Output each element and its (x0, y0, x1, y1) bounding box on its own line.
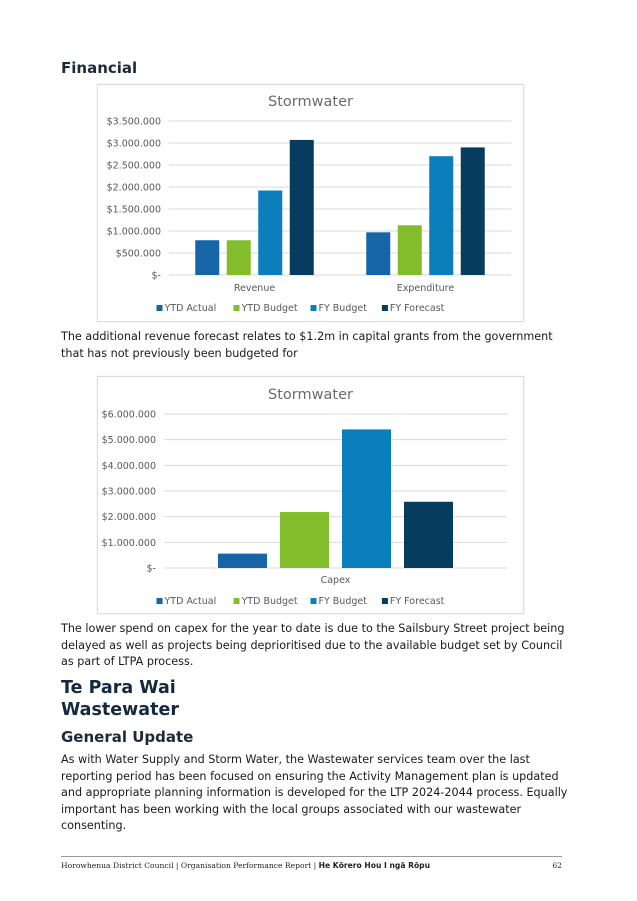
y-tick-label: $500.000 (116, 249, 161, 260)
y-tick-label: $5.000.000 (102, 435, 156, 446)
page-number: 62 (552, 861, 562, 870)
legend-swatch (233, 598, 240, 604)
legend-label: YTD Budget (241, 596, 298, 607)
y-tick-label: $- (147, 564, 156, 575)
legend-label: FY Budget (319, 596, 368, 607)
category-label: Expenditure (397, 283, 455, 294)
capex-note: The lower spend on capex for the year to… (61, 622, 565, 668)
general-update-text: As with Water Supply and Storm Water, th… (61, 753, 568, 832)
bar (280, 512, 329, 568)
y-tick-label: $2.000.000 (107, 183, 161, 194)
chart-title: Stormwater (268, 387, 353, 403)
revenue-expenditure-chart: Stormwater $- $500.000 $1.000.000 $1.500.000… (97, 84, 524, 322)
bar (397, 225, 422, 275)
category-label: Revenue (234, 283, 276, 294)
y-tick-label: $3.000.000 (102, 487, 156, 498)
footer-org: Horowhenua District Council | Organisati… (61, 861, 319, 870)
heading-english: Wastewater (61, 700, 179, 720)
capex-chart-svg: Stormwater $- $1.000.000 $2.000.000 $3.000.0… (102, 387, 507, 607)
bar (460, 147, 485, 275)
heading-maori: Te Para Wai (61, 678, 176, 698)
legend-label: YTD Actual (164, 596, 217, 607)
y-tick-label: $3.500.000 (107, 117, 161, 128)
legend-swatch (310, 598, 317, 604)
legend-swatch (381, 305, 388, 311)
bar (429, 156, 454, 275)
footer-divider (61, 856, 562, 857)
legend-label: FY Budget (319, 303, 368, 314)
legend-swatch (233, 305, 240, 311)
y-tick-label: $6.000.000 (102, 410, 156, 421)
wastewater-heading: Te Para Wai Wastewater (61, 677, 179, 721)
y-tick-label: $1.000.000 (102, 538, 156, 549)
bar (258, 190, 283, 275)
chart-title: Stormwater (268, 94, 353, 110)
category-label: Capex (321, 575, 351, 586)
section-heading-financial: Financial (61, 59, 138, 77)
legend-label: YTD Budget (241, 303, 298, 314)
bar (342, 429, 391, 568)
bar (404, 501, 453, 568)
capex-chart: Stormwater $- $1.000.000 $2.000.000 $3.000.0… (97, 376, 524, 614)
revenue-expenditure-chart-svg: Stormwater $- $500.000 $1.000.000 $1.500.000… (107, 94, 511, 314)
footer-section: He Kōrero Hou I ngā Rōpu (318, 861, 431, 870)
footer-text: Horowhenua District Council | Organisati… (61, 861, 430, 870)
legend-swatch (156, 598, 163, 604)
revenue-note: The additional revenue forecast relates … (61, 330, 553, 360)
y-tick-label: $2.000.000 (102, 512, 156, 523)
legend-swatch (310, 305, 317, 311)
bar (218, 553, 267, 568)
y-tick-label: $2.500.000 (107, 161, 161, 172)
bar (289, 139, 314, 275)
legend-swatch (381, 598, 388, 604)
y-tick-label: $1.500.000 (107, 205, 161, 216)
y-tick-label: $3.000.000 (107, 139, 161, 150)
bar (226, 240, 251, 275)
y-tick-label: $4.000.000 (102, 461, 156, 472)
page-footer: Horowhenua District Council | Organisati… (61, 861, 562, 870)
legend-label: FY Forecast (390, 303, 445, 314)
general-update-heading: General Update (61, 728, 194, 746)
y-tick-label: $- (152, 271, 161, 282)
legend-swatch (156, 305, 163, 311)
y-tick-label: $1.000.000 (107, 227, 161, 238)
legend-label: FY Forecast (390, 596, 445, 607)
bar (366, 232, 391, 275)
legend-label: YTD Actual (164, 303, 217, 314)
bar (195, 240, 220, 275)
